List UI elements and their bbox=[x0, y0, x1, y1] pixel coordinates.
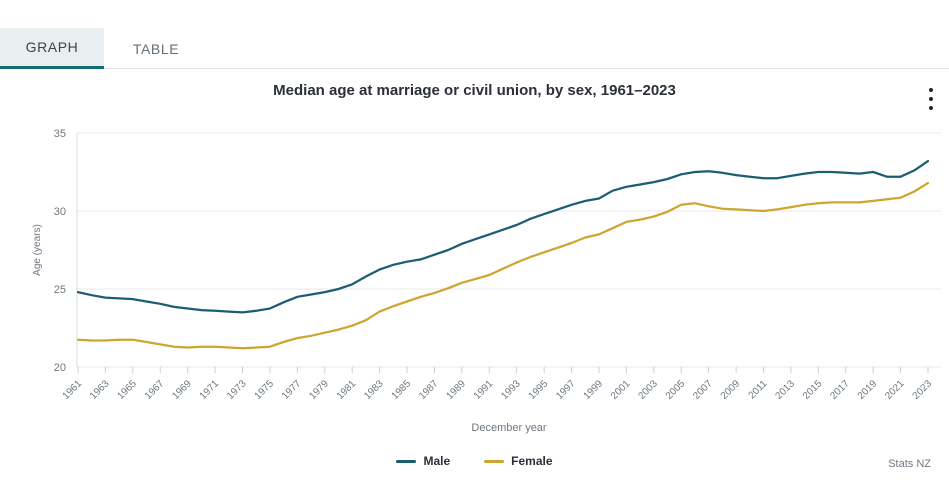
svg-text:1999: 1999 bbox=[582, 378, 606, 402]
male-line-swatch-icon bbox=[396, 459, 417, 463]
svg-text:25: 25 bbox=[54, 284, 66, 296]
svg-text:2007: 2007 bbox=[691, 378, 715, 402]
svg-text:2001: 2001 bbox=[609, 378, 633, 402]
svg-text:1965: 1965 bbox=[115, 378, 139, 402]
svg-text:30: 30 bbox=[54, 206, 66, 218]
svg-text:1967: 1967 bbox=[143, 378, 167, 402]
source-attribution: Stats NZ bbox=[888, 458, 931, 470]
tab-graph[interactable]: GRAPH bbox=[0, 28, 104, 69]
svg-text:1983: 1983 bbox=[362, 378, 386, 402]
svg-text:1981: 1981 bbox=[335, 378, 359, 402]
chart-title: Median age at marriage or civil union, b… bbox=[273, 82, 676, 99]
legend-label-female: Female bbox=[511, 454, 553, 468]
svg-text:2003: 2003 bbox=[636, 378, 660, 402]
tab-graph-label: GRAPH bbox=[25, 39, 79, 55]
svg-text:Age (years): Age (years) bbox=[32, 224, 43, 276]
svg-text:1985: 1985 bbox=[390, 378, 414, 402]
svg-text:2015: 2015 bbox=[801, 378, 825, 402]
legend-item-female[interactable]: Female bbox=[484, 454, 553, 468]
svg-text:2023: 2023 bbox=[911, 378, 935, 402]
y-axis-labels: 20 25 30 35 Age (years) bbox=[32, 128, 66, 374]
svg-text:1961: 1961 bbox=[61, 378, 85, 402]
x-axis-labels: 1961 1963 1965 1967 1969 1971 1973 1975 1977 1979… bbox=[61, 367, 935, 402]
svg-text:1969: 1969 bbox=[170, 378, 194, 402]
tab-table-label: TABLE bbox=[132, 40, 180, 57]
svg-text:2021: 2021 bbox=[883, 378, 907, 402]
svg-text:1977: 1977 bbox=[280, 378, 304, 402]
tab-bar: GRAPH TABLE bbox=[0, 28, 949, 69]
svg-text:1991: 1991 bbox=[472, 378, 496, 402]
svg-text:1971: 1971 bbox=[198, 378, 222, 402]
svg-text:2019: 2019 bbox=[856, 378, 880, 402]
legend-label-male: Male bbox=[423, 454, 451, 468]
svg-text:2009: 2009 bbox=[719, 378, 743, 402]
female-line-swatch-icon bbox=[484, 459, 505, 463]
svg-text:35: 35 bbox=[54, 128, 66, 140]
kebab-dot bbox=[929, 88, 933, 92]
svg-text:1989: 1989 bbox=[444, 378, 468, 402]
svg-text:2005: 2005 bbox=[664, 378, 688, 402]
svg-text:1973: 1973 bbox=[225, 378, 249, 402]
svg-text:1993: 1993 bbox=[499, 378, 523, 402]
svg-text:1979: 1979 bbox=[307, 378, 331, 402]
svg-text:1975: 1975 bbox=[253, 378, 277, 402]
svg-text:2013: 2013 bbox=[774, 378, 798, 402]
legend-item-male[interactable]: Male bbox=[396, 454, 450, 468]
kebab-menu-icon[interactable] bbox=[923, 87, 939, 111]
svg-text:20: 20 bbox=[54, 362, 66, 374]
svg-text:2017: 2017 bbox=[828, 378, 852, 402]
svg-text:1995: 1995 bbox=[527, 378, 551, 402]
kebab-dot bbox=[929, 106, 933, 110]
svg-text:1987: 1987 bbox=[417, 378, 441, 402]
male-line bbox=[76, 159, 930, 314]
svg-text:2011: 2011 bbox=[747, 378, 770, 401]
gridlines bbox=[77, 132, 941, 368]
tab-table[interactable]: TABLE bbox=[104, 28, 208, 69]
female-line bbox=[76, 181, 930, 350]
chart-legend: Male Female bbox=[0, 454, 949, 468]
x-axis-title: December year bbox=[471, 422, 547, 434]
kebab-dot bbox=[929, 97, 933, 101]
svg-text:1997: 1997 bbox=[554, 378, 578, 402]
svg-text:1963: 1963 bbox=[88, 378, 112, 402]
